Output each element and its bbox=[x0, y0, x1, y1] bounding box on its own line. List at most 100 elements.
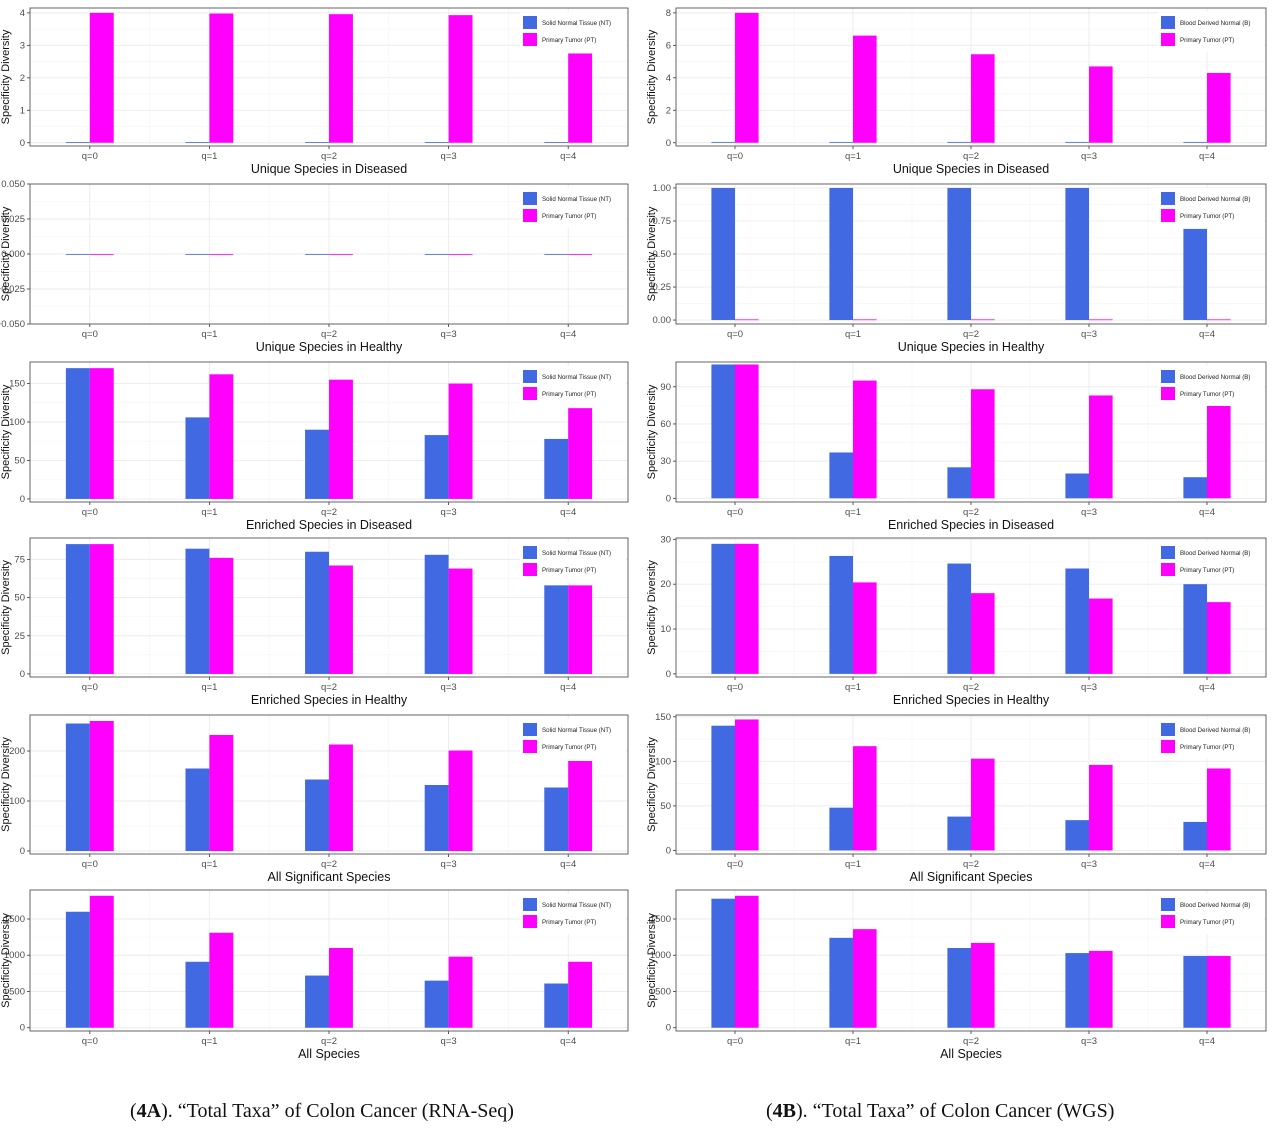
x-tick-label: q=0 bbox=[727, 682, 743, 693]
legend-box bbox=[520, 12, 626, 52]
y-axis-label: Specificity Diversity bbox=[646, 29, 658, 124]
chart-panel-b-1: 0.00 0.25 0.50 0.75 1.00 q=0 q=1 q=2 q=3 q=4 Blood… bbox=[646, 183, 1267, 354]
bar-normal bbox=[711, 725, 735, 851]
chart-panel-a-4: 0 100 200 q=0 q=1 q=2 q=3 q=4 Solid Normal Tissu… bbox=[0, 714, 629, 884]
x-tick-label: q=0 bbox=[727, 329, 743, 340]
legend-key bbox=[1161, 370, 1175, 383]
bar-tumor bbox=[448, 383, 473, 499]
chart-panel-a-2: 0 50 100 150 q=0 q=1 q=2 q=3 q=4 Solid Normal Tis… bbox=[0, 361, 629, 532]
x-tick-label: q=0 bbox=[727, 1036, 743, 1047]
legend-key bbox=[523, 723, 537, 736]
legend-label: Solid Normal Tissue (NT) bbox=[542, 902, 611, 909]
y-tick-label: −0.025 bbox=[0, 284, 25, 295]
legend-label: Solid Normal Tissue (NT) bbox=[542, 20, 611, 27]
bar-tumor bbox=[448, 254, 473, 255]
bar-tumor bbox=[329, 565, 353, 674]
x-tick-label: q=4 bbox=[560, 682, 576, 693]
y-tick-label: 0 bbox=[666, 493, 671, 504]
x-tick-label: q=1 bbox=[845, 507, 861, 518]
legend-box bbox=[1158, 894, 1264, 934]
legend-key bbox=[1161, 740, 1175, 753]
chart-panel-a-5: 0 500 1000 1500 q=0 q=1 q=2 q=3 q=4 Solid Normal … bbox=[0, 889, 629, 1061]
y-tick-label: 25 bbox=[14, 631, 25, 642]
bar-normal bbox=[947, 816, 971, 851]
x-tick-label: q=1 bbox=[201, 507, 217, 518]
chart-figure: 0 1 2 3 4 q=0 q=1 q=2 q=3 q=4 Solid Normal Tissue … bbox=[0, 7, 1267, 1061]
x-tick-label: q=3 bbox=[441, 507, 457, 518]
x-axis-label: Enriched Species in Diseased bbox=[888, 518, 1054, 532]
plot-border bbox=[29, 7, 629, 147]
legend-label: Primary Tumor (PT) bbox=[542, 37, 596, 44]
plot-border bbox=[675, 537, 1267, 678]
bar-normal bbox=[711, 141, 735, 143]
legend-label: Solid Normal Tissue (NT) bbox=[542, 727, 611, 734]
legend-label: Blood Derived Normal (B) bbox=[1180, 374, 1251, 381]
y-tick-label: 1000 bbox=[4, 950, 25, 961]
legend-box bbox=[520, 894, 626, 934]
y-axis-label: Specificity Diversity bbox=[646, 206, 658, 301]
bar-normal bbox=[424, 142, 449, 143]
caption-panel-a: (4A). “Total Taxa” of Colon Cancer (RNA-… bbox=[130, 1100, 514, 1123]
bar-tumor bbox=[735, 719, 759, 851]
x-tick-label: q=4 bbox=[1199, 1036, 1215, 1047]
bar-normal bbox=[185, 961, 210, 1028]
legend-key bbox=[1161, 563, 1175, 576]
y-tick-label: 0 bbox=[666, 1023, 671, 1034]
bar-normal bbox=[1183, 821, 1207, 851]
bar-normal bbox=[544, 254, 569, 255]
legend-box bbox=[520, 188, 626, 228]
bar-tumor bbox=[329, 254, 353, 255]
legend-key bbox=[523, 915, 537, 928]
x-tick-label: q=3 bbox=[1081, 507, 1097, 518]
plot-border bbox=[675, 889, 1267, 1032]
bar-tumor bbox=[89, 544, 114, 674]
y-tick-label: −0.050 bbox=[0, 319, 25, 330]
caption-label: 4B bbox=[772, 1100, 797, 1122]
bar-tumor bbox=[1089, 319, 1113, 321]
bar-tumor bbox=[209, 932, 234, 1028]
bar-normal bbox=[1183, 584, 1207, 674]
bar-normal bbox=[65, 911, 90, 1028]
x-tick-label: q=0 bbox=[82, 507, 98, 518]
x-axis-label: All Species bbox=[940, 1047, 1002, 1061]
legend-box bbox=[1158, 719, 1264, 759]
bar-tumor bbox=[329, 744, 353, 851]
bar-normal bbox=[65, 544, 90, 674]
y-tick-label: 150 bbox=[655, 712, 671, 723]
legend-box bbox=[1158, 188, 1264, 228]
x-tick-label: q=0 bbox=[82, 682, 98, 693]
bar-normal bbox=[947, 947, 971, 1028]
bar-tumor bbox=[853, 582, 877, 674]
bar-normal bbox=[424, 980, 449, 1028]
bar-normal bbox=[544, 983, 569, 1028]
bar-normal bbox=[544, 787, 569, 851]
y-tick-label: 150 bbox=[9, 379, 25, 390]
x-tick-label: q=4 bbox=[560, 859, 576, 870]
bar-normal bbox=[65, 723, 90, 851]
bar-normal bbox=[947, 141, 971, 143]
legend-label: Blood Derived Normal (B) bbox=[1180, 196, 1251, 203]
y-tick-label: 100 bbox=[655, 756, 671, 767]
y-tick-label: 4 bbox=[666, 73, 671, 84]
y-tick-label: 4 bbox=[20, 8, 25, 19]
legend-label: Primary Tumor (PT) bbox=[1180, 213, 1234, 220]
x-tick-label: q=2 bbox=[963, 682, 979, 693]
bar-tumor bbox=[1089, 764, 1113, 851]
plot-border bbox=[675, 7, 1267, 147]
bar-tumor bbox=[448, 750, 473, 851]
y-tick-label: 8 bbox=[666, 8, 671, 19]
legend-key bbox=[1161, 192, 1175, 205]
bar-normal bbox=[1065, 187, 1089, 321]
x-tick-label: q=4 bbox=[560, 151, 576, 162]
bar-normal bbox=[829, 555, 853, 674]
y-tick-label: 1500 bbox=[650, 914, 671, 925]
y-tick-label: 50 bbox=[14, 455, 25, 466]
chart-panel-a-1: −0.050 −0.025 0.000 0.025 0.050 q=0 q=1 q=2 q=3 q… bbox=[0, 179, 629, 354]
bar-tumor bbox=[568, 53, 593, 143]
bar-normal bbox=[424, 554, 449, 674]
bar-tumor bbox=[1207, 72, 1231, 143]
x-axis-label: All Significant Species bbox=[910, 870, 1033, 884]
legend-label: Primary Tumor (PT) bbox=[542, 213, 596, 220]
bar-normal bbox=[305, 142, 329, 143]
y-axis-label: Specificity Diversity bbox=[646, 913, 658, 1008]
